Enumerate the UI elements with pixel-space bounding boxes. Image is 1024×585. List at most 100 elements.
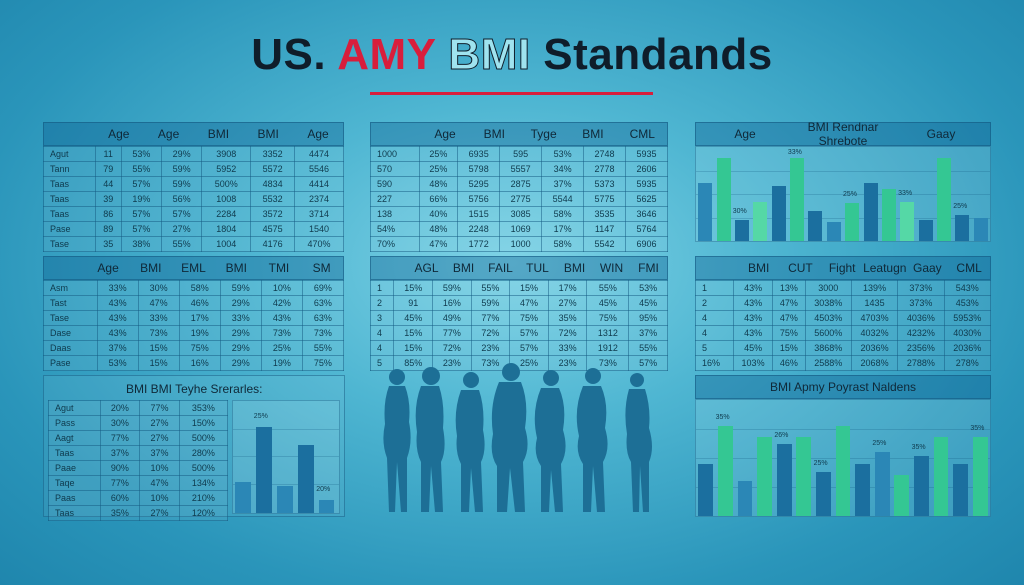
table-cell: 73% bbox=[137, 325, 180, 341]
table-cell: 4834 bbox=[250, 176, 295, 192]
table-cell: 37% bbox=[99, 445, 141, 461]
table-cell: 29% bbox=[219, 340, 262, 356]
table-cell: 35 bbox=[94, 236, 122, 252]
table-panel-6-grid: 1 43% 13% 3000 139% 373% 543% 2 43% 47% 3038% 1435 3… bbox=[695, 280, 992, 371]
table-cell: Daas bbox=[43, 340, 98, 356]
table-cell: 19% bbox=[120, 191, 163, 207]
table-panel-4: Age BMI EML BMI TMI SM Asm 33% 30% 58% 59% 10% 69% T… bbox=[43, 256, 345, 371]
title-part-3: BMI bbox=[448, 30, 531, 80]
table-row: 4 15% 77% 72% 57% 72% 1312 37% bbox=[369, 325, 668, 341]
table-cell: 1 bbox=[369, 280, 395, 296]
table-cell: 44 bbox=[94, 176, 122, 192]
table-cell: 595 bbox=[499, 146, 543, 162]
panel1-col-header: Age bbox=[157, 127, 180, 141]
table-row: Taas 86 57% 57% 2284 3572 3714 bbox=[43, 206, 345, 222]
table-row: 590 48% 5295 2875 37% 5373 5935 bbox=[370, 176, 668, 192]
chart-bar bbox=[757, 437, 773, 516]
table-cell: 66% bbox=[418, 191, 459, 207]
table-row: 70% 47% 1772 1000 58% 5542 6906 bbox=[370, 236, 668, 252]
table-cell: Tase bbox=[43, 310, 98, 326]
chart-value-label: 26% bbox=[774, 432, 789, 440]
table-cell: Asm bbox=[43, 280, 98, 296]
table-cell: 57% bbox=[509, 340, 549, 356]
table-cell: 1008 bbox=[201, 191, 252, 207]
table-row: Aagt 77% 27% 500% bbox=[48, 430, 229, 446]
chart-panel-3-plot: 30% 33% 25% 33% 25% bbox=[695, 146, 991, 242]
chart-bar bbox=[776, 444, 792, 516]
table-cell: 53% bbox=[541, 146, 585, 162]
table-row: 3 45% 49% 77% 75% 35% 75% 95% bbox=[369, 310, 668, 326]
table-cell: 1004 bbox=[201, 236, 252, 252]
chart-bar bbox=[717, 425, 733, 516]
table-cell: Taas bbox=[48, 445, 101, 461]
chart-bar bbox=[796, 437, 812, 516]
table-cell: 77% bbox=[139, 400, 180, 416]
panel4-col-header: EML bbox=[181, 261, 206, 275]
panel4-col-header: TMI bbox=[268, 261, 290, 275]
table-cell: 55% bbox=[628, 340, 668, 356]
table-cell: 45% bbox=[732, 340, 774, 356]
table-cell: 4176 bbox=[250, 236, 295, 252]
table-cell: 95% bbox=[628, 310, 668, 326]
table-cell: 4503% bbox=[804, 310, 852, 326]
panel3-col-header: Gaay bbox=[926, 127, 956, 141]
chart-bar bbox=[815, 471, 831, 516]
silhouette-4-icon bbox=[491, 363, 528, 512]
table-cell: 27% bbox=[139, 430, 180, 446]
table-cell: 63% bbox=[301, 310, 345, 326]
panel3-col-header: BMI Rendnar Shrebote bbox=[807, 120, 879, 148]
table-cell: Tann bbox=[43, 161, 96, 177]
table-cell: 57% bbox=[161, 206, 203, 222]
table-row: Paae 90% 10% 500% bbox=[48, 460, 229, 476]
gridline bbox=[233, 428, 339, 430]
table-cell: 54% bbox=[370, 221, 420, 237]
table-cell: 33% bbox=[219, 310, 262, 326]
table-cell: 500% bbox=[178, 460, 229, 476]
table-cell: 43% bbox=[732, 310, 774, 326]
table-cell: 1804 bbox=[201, 221, 252, 237]
table-cell: 23% bbox=[470, 340, 511, 356]
table-cell: 1000 bbox=[499, 236, 543, 252]
table-cell: 1147 bbox=[583, 221, 627, 237]
table-cell: 57% bbox=[509, 325, 549, 341]
table-cell: 10% bbox=[139, 490, 180, 506]
table-cell: 138 bbox=[370, 206, 420, 222]
table-cell: 45% bbox=[393, 310, 434, 326]
chart-bar bbox=[256, 427, 273, 513]
table-cell: 500% bbox=[178, 430, 229, 446]
table-row: Pase 89 57% 27% 1804 4575 1540 bbox=[43, 221, 345, 237]
table-cell: 15% bbox=[137, 355, 180, 371]
table-cell: 278% bbox=[943, 355, 992, 371]
table-row: Asm 33% 30% 58% 59% 10% 69% bbox=[43, 280, 345, 296]
table-cell: 15% bbox=[509, 280, 549, 296]
table-cell: 4 bbox=[369, 325, 395, 341]
table-cell: 15% bbox=[393, 280, 434, 296]
table-cell: 48% bbox=[418, 221, 459, 237]
table-cell: 373% bbox=[897, 295, 945, 311]
table-row: 5 45% 15% 3868% 2036% 2356% 2036% bbox=[695, 340, 992, 356]
chart-panel-8-plot: 35% 26% 25% 25% 35% 35% bbox=[695, 399, 991, 517]
table-cell: 453% bbox=[943, 295, 992, 311]
panel4-col-header: Age bbox=[97, 261, 119, 275]
panel1-col-header: Age bbox=[108, 127, 130, 141]
table-cell: 47% bbox=[137, 295, 180, 311]
table-panel-7-title: BMI BMI Teyhe Srerarles: bbox=[126, 382, 263, 396]
table-panel-5: AGL BMI FAIL TUL BMI WIN FMI 1 15% 59% 55% 15% 17% 5… bbox=[369, 256, 668, 371]
table-cell: 75% bbox=[509, 310, 549, 326]
table-cell: Taas bbox=[43, 176, 96, 192]
table-cell: 5557 bbox=[499, 161, 543, 177]
table-cell: 77% bbox=[99, 475, 141, 491]
table-row: Tase 35 38% 55% 1004 4176 470% bbox=[43, 236, 345, 252]
table-cell: 1540 bbox=[293, 221, 345, 237]
table-cell: 470% bbox=[293, 236, 345, 252]
table-cell: 3038% bbox=[804, 295, 852, 311]
panel2-col-header: BMI bbox=[582, 127, 604, 141]
gridline bbox=[233, 483, 339, 485]
table-cell: 79 bbox=[94, 161, 122, 177]
gridline bbox=[696, 194, 990, 195]
table-cell: 43% bbox=[732, 295, 774, 311]
table-cell: 55% bbox=[586, 280, 630, 296]
panel2-col-header: CML bbox=[629, 127, 655, 141]
table-cell: 73% bbox=[586, 355, 630, 371]
table-cell: 27% bbox=[547, 295, 588, 311]
